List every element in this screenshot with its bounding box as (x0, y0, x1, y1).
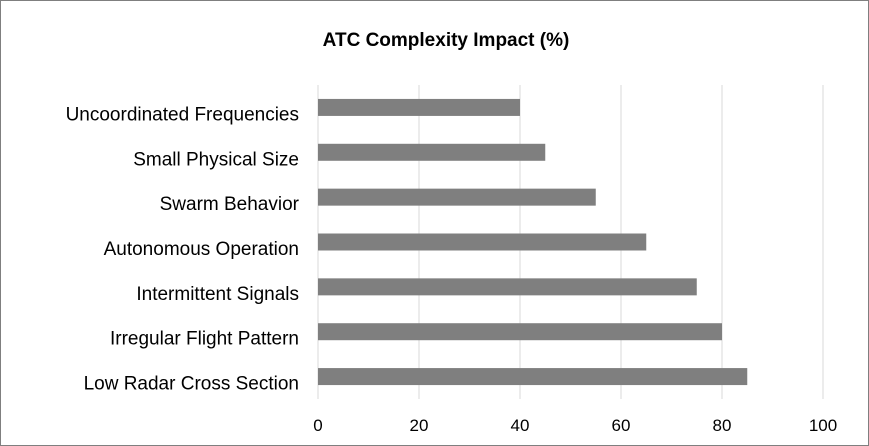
bars (318, 98, 748, 386)
x-tick-label: 0 (313, 416, 322, 435)
bar (318, 143, 546, 161)
category-label: Swarm Behavior (160, 194, 300, 215)
x-tick-label: 40 (511, 416, 530, 435)
category-label: Intermittent Signals (136, 284, 299, 305)
category-label: Autonomous Operation (104, 239, 299, 260)
bar (318, 233, 647, 251)
category-label: Irregular Flight Pattern (110, 329, 299, 350)
category-label: Low Radar Cross Section (84, 374, 299, 395)
bar (318, 98, 520, 116)
category-label: Uncoordinated Frequencies (66, 104, 299, 125)
x-tick-label: 80 (713, 416, 732, 435)
x-tick-label: 100 (809, 416, 837, 435)
category-label: Small Physical Size (133, 149, 299, 170)
category-labels: Uncoordinated Frequencies Small Physical … (66, 104, 300, 394)
bar (318, 278, 697, 296)
chart-title: ATC Complexity Impact (%) (323, 30, 570, 51)
x-tick-label: 20 (410, 416, 429, 435)
x-axis-tick-labels: 0 20 40 60 80 100 (313, 416, 837, 435)
x-tick-label: 60 (612, 416, 631, 435)
bar (318, 188, 596, 206)
bar (318, 323, 722, 341)
bar (318, 368, 748, 386)
